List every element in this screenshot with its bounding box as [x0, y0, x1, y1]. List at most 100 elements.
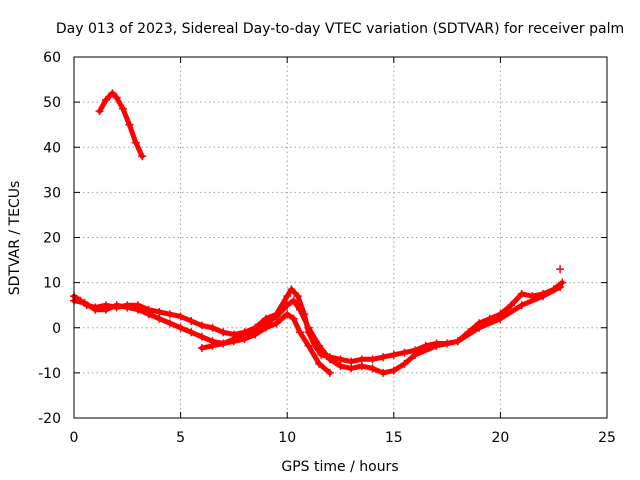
data-point	[315, 341, 324, 350]
x-tick-label: 10	[278, 430, 296, 446]
data-point	[347, 357, 356, 366]
data-point	[315, 359, 324, 368]
data-point	[304, 341, 313, 350]
y-axis-label: SDTVAR / TECUs	[7, 181, 23, 296]
data-point	[287, 285, 296, 294]
data-point	[197, 321, 206, 330]
data-point	[293, 292, 302, 301]
data-point	[336, 362, 345, 371]
x-tick-label: 15	[385, 430, 403, 446]
data-point	[507, 301, 516, 310]
data-point	[283, 301, 292, 310]
data-point	[496, 314, 505, 323]
data-point	[219, 339, 228, 348]
y-tick-label: -10	[38, 366, 61, 382]
data-point	[138, 152, 147, 161]
data-point	[165, 319, 174, 328]
y-tick-label: 20	[43, 231, 61, 247]
data-point	[108, 89, 117, 98]
y-tick-label: 10	[43, 276, 61, 292]
data-point	[357, 362, 366, 371]
data-point	[208, 341, 217, 350]
data-point	[165, 310, 174, 319]
data-point	[379, 368, 388, 377]
data-point	[325, 355, 334, 364]
data-point	[272, 312, 281, 321]
data-point	[176, 312, 185, 321]
data-point	[123, 303, 132, 312]
data-point	[155, 307, 164, 316]
axis-ticks: 0 5 10 15 20 25 -20 -10 0 10 20 30 40 50 60	[38, 50, 616, 446]
series-trace	[97, 90, 145, 159]
x-tick-label: 25	[598, 430, 616, 446]
data-point	[295, 305, 304, 314]
data-point	[556, 265, 565, 274]
data-point	[556, 283, 565, 292]
data-point	[112, 301, 121, 310]
data-point	[368, 364, 377, 373]
data-point	[539, 292, 548, 301]
data-point	[283, 292, 292, 301]
data-point	[112, 93, 121, 102]
data-point	[432, 341, 441, 350]
data-point	[91, 305, 100, 314]
series-outlier	[556, 265, 565, 274]
y-tick-label: 30	[43, 185, 61, 201]
data-point	[272, 319, 281, 328]
data-point	[475, 323, 484, 332]
data-point	[357, 355, 366, 364]
y-tick-label: -20	[38, 411, 61, 427]
data-point	[187, 328, 196, 337]
data-point	[453, 337, 462, 346]
data-point	[80, 298, 89, 307]
data-point	[289, 314, 298, 323]
y-tick-label: 40	[43, 140, 61, 156]
y-tick-label: 60	[43, 50, 61, 66]
x-tick-label: 5	[176, 430, 185, 446]
data-point	[125, 120, 134, 129]
data-point	[400, 348, 409, 357]
data-point	[240, 335, 249, 344]
data-point	[208, 323, 217, 332]
x-axis-label: GPS time / hours	[281, 459, 398, 475]
series-secondary-trace	[70, 283, 565, 377]
y-tick-label: 0	[52, 321, 61, 337]
data-point	[389, 350, 398, 359]
data-point	[283, 310, 292, 319]
data-point	[400, 359, 409, 368]
data-point	[336, 355, 345, 364]
data-point	[379, 353, 388, 362]
data-point	[133, 305, 142, 314]
data-point	[131, 138, 140, 147]
data-point	[304, 323, 313, 332]
data-point	[197, 332, 206, 341]
data-point	[517, 301, 526, 310]
data-point	[144, 310, 153, 319]
data-point	[261, 323, 270, 332]
data-point	[517, 289, 526, 298]
data-point	[101, 95, 110, 104]
data-point	[295, 328, 304, 337]
x-tick-label: 20	[491, 430, 509, 446]
data-point	[251, 330, 260, 339]
data-point	[558, 278, 567, 287]
series-low-branch	[197, 310, 334, 377]
data-point	[197, 344, 206, 353]
data-point	[119, 104, 128, 113]
data-point	[368, 355, 377, 364]
chart-title: Day 013 of 2023, Sidereal Day-to-day VTE…	[56, 21, 624, 37]
series-upper-arc	[95, 89, 147, 161]
data-point	[229, 337, 238, 346]
data-point	[389, 366, 398, 375]
data-point	[101, 305, 110, 314]
data-point	[95, 107, 104, 116]
data-point	[176, 323, 185, 332]
data-point	[325, 368, 334, 377]
y-tick-label: 50	[43, 95, 61, 111]
grid	[74, 57, 607, 418]
data-point	[289, 296, 298, 305]
data-point	[187, 316, 196, 325]
data-point	[411, 350, 420, 359]
